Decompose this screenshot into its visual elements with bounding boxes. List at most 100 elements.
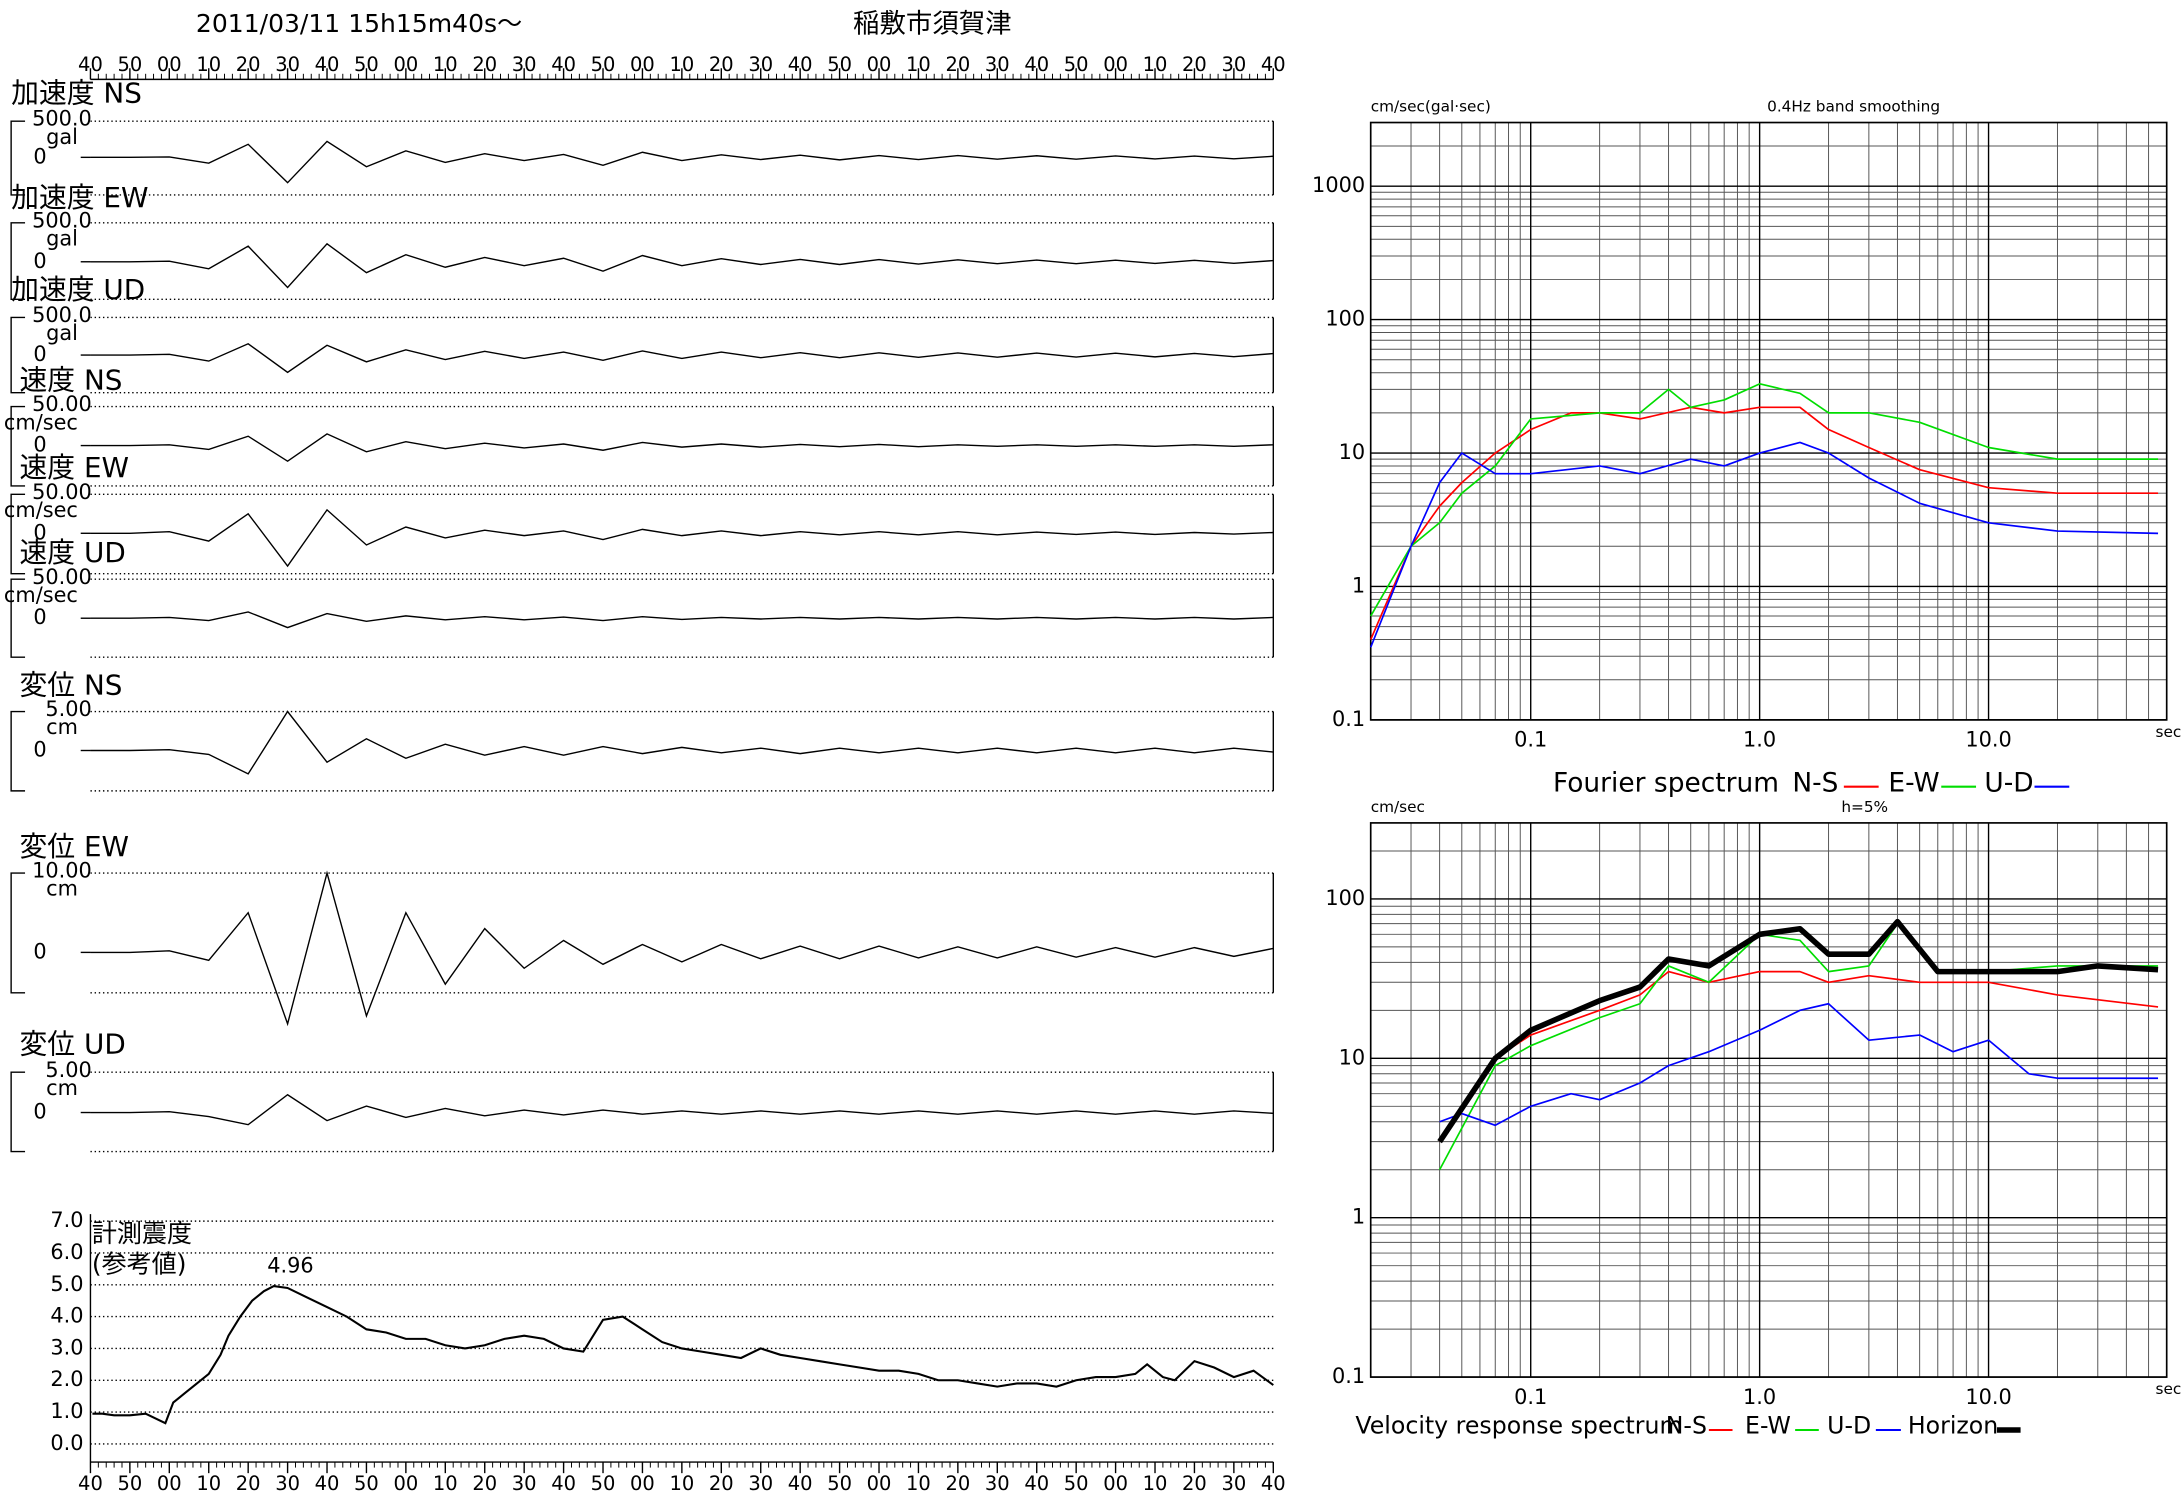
x-tick-label: 0.1 [1514,1385,1547,1409]
x-tick-label: 20 [472,1472,497,1495]
y-tick-label: 1 [1352,573,1365,597]
x-tick-label: 10 [433,53,458,76]
y-tick-label: 0 [33,605,46,629]
plot-frame [1369,121,2168,721]
y-tick-label: 0 [33,737,46,761]
x-tick-label: 1.0 [1743,1385,1776,1409]
y-tick-label: 100 [1325,307,1365,331]
chart-subtitle: (参考値) [92,1250,187,1279]
y-tick-label: 0 [33,1100,46,1124]
x-tick-label: 50 [1064,53,1089,76]
unit-label: gal [46,321,78,345]
x-tick-label: 20 [1182,53,1207,76]
y-tick-label: 7.0 [50,1208,83,1232]
waveform-trace [90,508,1274,568]
chart-title: 計測震度 [92,1219,192,1248]
x-tick-label: 00 [393,1472,418,1495]
record-datetime: 2011/03/11 15h15m40s～ [196,9,522,38]
trace-bracket [10,1071,26,1153]
x-tick-label: 00 [867,1472,892,1495]
waveform-trace [90,140,1274,184]
x-tick-label: 30 [512,53,537,76]
waveform-trace [90,342,1274,374]
x-tick-label: 10 [669,1472,694,1495]
spectrum-line [1369,406,2159,640]
y-tick-label: 10 [1339,440,1366,464]
y-tick-label: 0 [33,249,46,273]
trace-bracket [10,578,26,658]
x-tick-label: 20 [472,53,497,76]
legend-label: N-S [1792,767,1838,798]
x-tick-label: 10 [906,1472,931,1495]
legend-title: Velocity response spectrum [1355,1412,1682,1440]
y-tick-label: 10 [1339,1045,1366,1069]
y-tick-label: 2.0 [50,1367,83,1391]
y-tick-label: 0 [33,342,46,366]
y-tick-label: 0 [33,433,46,457]
x-tick-label: 20 [945,53,970,76]
unit-label: cm/sec [4,498,78,522]
trace-bracket [10,710,26,792]
y-tick-label: 1.0 [50,1399,83,1423]
x-tick-label: 30 [275,53,300,76]
unit-label: cm [46,1076,78,1100]
chart-note: h=5% [1841,798,1888,816]
x-tick-label: 40 [1261,53,1286,76]
x-tick-label: 40 [1261,1472,1286,1495]
x-tick-label: 50 [117,53,142,76]
y-tick-label: 50.00 [32,480,92,504]
x-tick-label: 50 [591,53,616,76]
x-tick-label: 50 [117,1472,142,1495]
waveform-trace [90,242,1274,289]
trace-title: 速度 NS [19,364,122,397]
x-tick-label: 40 [551,1472,576,1495]
x-unit-label: sec [2156,1380,2182,1398]
x-tick-label: 00 [630,53,655,76]
y-tick-label: 50.00 [32,565,92,589]
waveform-trace [90,710,1274,775]
x-tick-label: 30 [985,53,1010,76]
y-tick-label: 0.1 [1332,707,1365,731]
y-tick-label: 0.1 [1332,1364,1365,1388]
x-tick-label: 10 [669,53,694,76]
trace-title: 加速度 NS [11,77,142,110]
legend-title: Fourier spectrum [1553,767,1779,798]
x-unit-label: sec [2156,723,2182,741]
plot-frame [1369,822,2168,1378]
x-tick-label: 50 [827,53,852,76]
legend-label: N-S [1666,1412,1707,1440]
unit-label: cm [46,877,78,901]
x-tick-label: 10 [1143,53,1168,76]
x-tick-label: 40 [315,1472,340,1495]
spectrum-line [1369,383,2159,617]
x-tick-label: 40 [315,53,340,76]
x-tick-label: 40 [788,53,813,76]
x-tick-label: 10.0 [1965,728,2011,752]
trace-title: 変位 NS [19,668,122,701]
spectrum-line [1438,922,2159,1171]
unit-label: cm [46,715,78,739]
x-tick-label: 20 [709,53,734,76]
x-tick-label: 10 [1143,1472,1168,1495]
y-tick-label: 0 [33,520,46,544]
unit-label: cm/sec [4,583,78,607]
y-axis-label: cm/sec [1371,798,1425,816]
x-tick-label: 50 [354,1472,379,1495]
y-tick-label: 4.0 [50,1304,83,1328]
legend-label: U-D [1827,1412,1871,1440]
y-tick-label: 10.00 [32,859,92,883]
x-tick-label: 1.0 [1743,728,1776,752]
x-tick-label: 30 [512,1472,537,1495]
trace-bracket [10,120,26,196]
x-tick-label: 40 [1024,53,1049,76]
y-tick-label: 500.0 [32,208,92,232]
y-tick-label: 5.0 [50,1272,83,1296]
x-tick-label: 40 [78,53,103,76]
y-tick-label: 50.00 [32,392,92,416]
unit-label: cm/sec [4,410,78,434]
trace-title: 速度 UD [19,536,125,569]
unit-label: gal [46,125,78,149]
intensity-line [92,1284,1274,1425]
trace-bracket [10,316,26,394]
